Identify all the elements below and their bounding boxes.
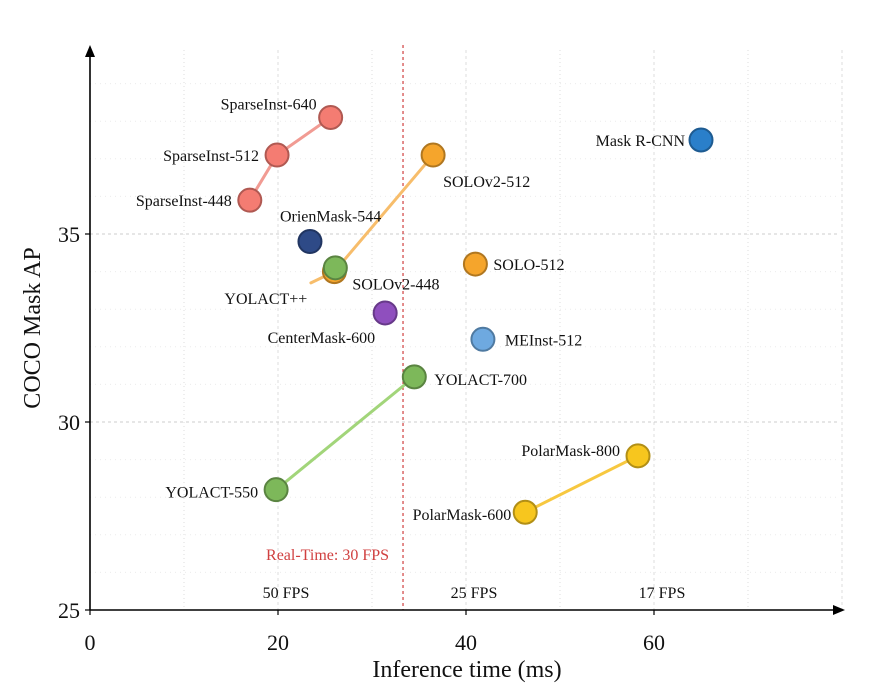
y-tick-label: 30 <box>58 410 80 435</box>
series-line <box>523 454 640 514</box>
point-label: PolarMask-800 <box>521 443 620 460</box>
y-tick-label: 25 <box>58 598 80 623</box>
point-label: YOLACT-550 <box>165 485 258 502</box>
point-label: SparseInst-512 <box>163 148 259 165</box>
data-point <box>318 104 344 130</box>
data-point <box>462 251 488 277</box>
series-line <box>274 375 416 492</box>
point-label: SparseInst-640 <box>221 96 317 113</box>
x-axis-label: Inference time (ms) <box>372 657 561 683</box>
data-point <box>420 142 446 168</box>
x-tick-label: 0 <box>85 630 96 655</box>
reference-line: Real-Time: 30 FPS <box>266 45 404 610</box>
point-label: SOLOv2-512 <box>443 174 530 191</box>
point-labels: SparseInst-448 SparseInst-512 SparseInst-6… <box>136 96 686 524</box>
point-label: Mask R-CNN <box>596 133 686 150</box>
fps-label: 50 FPS <box>263 585 310 602</box>
y-tick-label: 35 <box>58 222 80 247</box>
x-tick-label: 20 <box>267 630 289 655</box>
point-label: YOLACT++ <box>224 291 307 308</box>
data-point <box>688 127 714 153</box>
real-time-label: Real-Time: 30 FPS <box>266 547 389 564</box>
data-point <box>263 477 289 503</box>
data-point <box>470 326 496 352</box>
x-tick-label: 40 <box>455 630 477 655</box>
data-point <box>625 443 651 469</box>
fps-label: 25 FPS <box>451 585 498 602</box>
point-label: OrienMask-544 <box>280 209 381 226</box>
axes: 0 20 40 60 25 30 35 50 FPS 25 FPS 17 FPS <box>58 45 845 655</box>
data-point <box>264 142 290 168</box>
point-label: SOLO-512 <box>493 257 564 274</box>
data-points <box>237 104 714 525</box>
y-axis-label: COCO Mask AP <box>20 247 46 408</box>
point-label: SparseInst-448 <box>136 193 232 210</box>
point-label: SOLOv2-448 <box>352 277 439 294</box>
grid <box>90 50 843 610</box>
x-tick-label: 60 <box>643 630 665 655</box>
point-label: YOLACT-700 <box>434 372 527 389</box>
point-label: PolarMask-600 <box>413 507 512 524</box>
y-axis-arrow <box>85 45 95 57</box>
data-point <box>372 300 398 326</box>
data-point <box>401 364 427 390</box>
fps-label: 17 FPS <box>639 585 686 602</box>
data-point <box>322 255 348 281</box>
data-point <box>237 187 263 213</box>
x-axis-arrow <box>833 605 845 615</box>
point-label: CenterMask-600 <box>268 330 376 347</box>
data-point <box>297 229 323 255</box>
point-label: MEInst-512 <box>505 332 582 349</box>
data-point <box>512 499 538 525</box>
